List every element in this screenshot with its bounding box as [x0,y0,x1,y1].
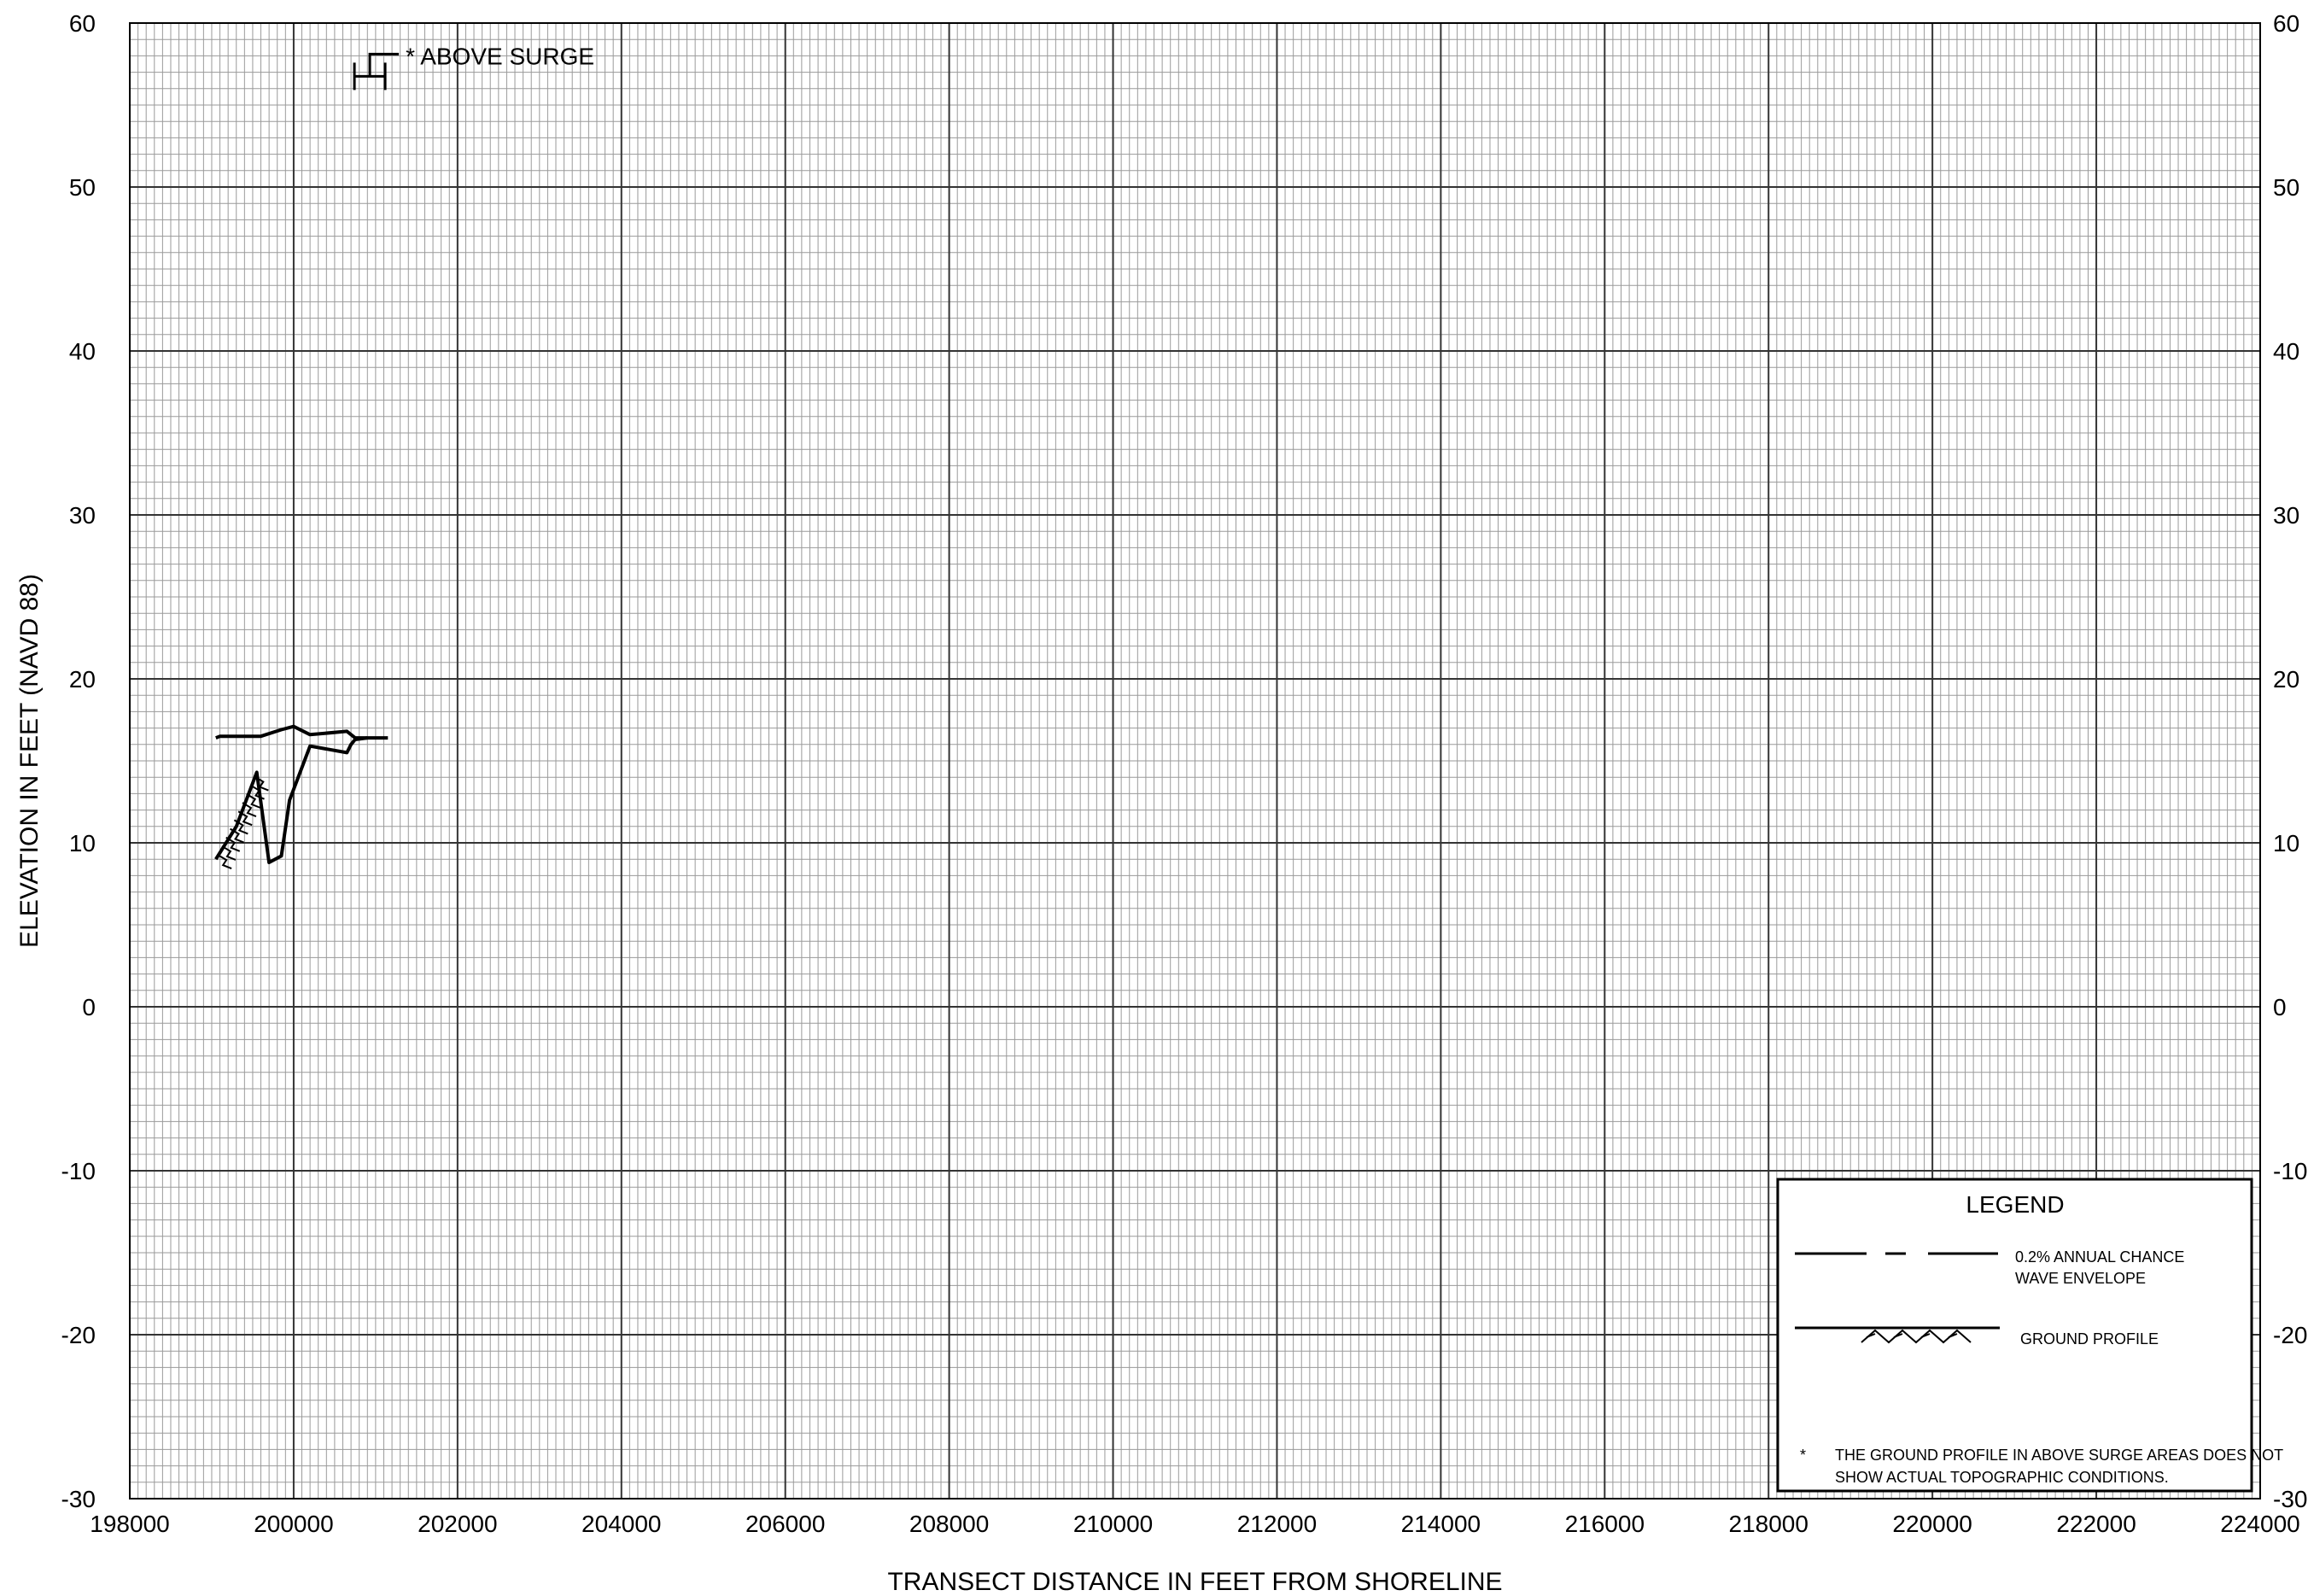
ground-hatch-mark [225,836,241,852]
y-tick-label-left: 50 [69,174,96,201]
x-tick-label: 212000 [1237,1511,1317,1537]
above-surge-label: * ABOVE SURGE [406,43,594,69]
y-tick-label-left: 0 [82,994,96,1020]
x-tick-label: 222000 [2056,1511,2136,1537]
x-tick-label: 220000 [1892,1511,1972,1537]
legend-title: LEGEND [1966,1191,2064,1218]
ground-profile-hatching [217,775,269,870]
series-layer [214,724,389,864]
x-axis-label: TRANSECT DISTANCE IN FEET FROM SHORELINE [887,1568,1502,1596]
y-tick-label-right: 0 [2273,994,2287,1020]
x-tick-label: 210000 [1073,1511,1153,1537]
above-surge-annotation: * ABOVE SURGE [353,43,594,91]
y-axis-label: ELEVATION IN FEET (NAVD 88) [15,574,44,948]
y-tick-label-left: 10 [69,830,96,856]
x-tick-label: 224000 [2220,1511,2299,1537]
x-tick-label: 214000 [1401,1511,1481,1537]
legend: LEGEND 0.2% ANNUAL CHANCE WAVE ENVELOPE … [1776,1178,2283,1493]
series-line-ground-profile [214,736,368,864]
y-tick-label-left: -30 [61,1486,96,1512]
x-tick-label: 200000 [254,1511,333,1537]
minor-grid [130,23,2260,1499]
legend-footnote-mark: * [1800,1447,1806,1464]
y-tick-label-right: 10 [2273,830,2299,856]
ground-hatch-mark [242,802,257,817]
x-tick-label: 198000 [90,1511,169,1537]
legend-footnote-line-1: THE GROUND PROFILE IN ABOVE SURGE AREAS … [1835,1447,2283,1464]
legend-wave-envelope-label-2: WAVE ENVELOPE [2015,1270,2146,1287]
x-tick-labels: 198000 200000 202000 204000 206000 208000 2100… [90,1511,2299,1537]
y-tick-label-right: -20 [2273,1322,2307,1348]
legend-footnote-line-2: SHOW ACTUAL TOPOGRAPHIC CONDITIONS. [1835,1469,2169,1486]
ground-hatch-mark [221,845,237,861]
y-tick-label-left: 30 [69,502,96,529]
y-tick-label-right: 40 [2273,338,2299,365]
legend-wave-envelope-label-1: 0.2% ANNUAL CHANCE [2015,1248,2184,1266]
y-tick-labels-left: 60 50 40 30 20 10 0 -10 -20 -30 [61,10,96,1512]
plot-frame [129,22,2261,1500]
above-surge-marker [353,52,400,91]
y-tick-label-left: 40 [69,338,96,365]
y-tick-labels-right: 60 50 40 30 20 10 0 -10 -20 -30 [2273,10,2307,1512]
y-tick-label-right: 30 [2273,502,2299,529]
legend-ground-profile-label: GROUND PROFILE [2020,1330,2159,1348]
x-tick-label: 216000 [1565,1511,1645,1537]
y-tick-label-right: -10 [2273,1158,2307,1184]
y-tick-label-right: 50 [2273,174,2299,201]
legend-ground-profile-swatch [1795,1326,2000,1344]
y-tick-label-right: 60 [2273,10,2299,37]
ground-hatch-mark [217,854,232,870]
x-tick-label: 202000 [418,1511,497,1537]
y-tick-label-right: -30 [2273,1486,2307,1512]
y-tick-label-left: 20 [69,666,96,693]
y-tick-label-right: 20 [2273,666,2299,693]
ground-hatch-mark [246,793,261,809]
x-tick-label: 204000 [581,1511,661,1537]
y-tick-label-left: -20 [61,1322,96,1348]
legend-box [1776,1178,2253,1493]
x-tick-label: 218000 [1729,1511,1808,1537]
x-tick-label: 206000 [745,1511,825,1537]
y-tick-label-left: 60 [69,10,96,37]
x-tick-label: 208000 [909,1511,989,1537]
y-tick-label-left: -10 [61,1158,96,1184]
